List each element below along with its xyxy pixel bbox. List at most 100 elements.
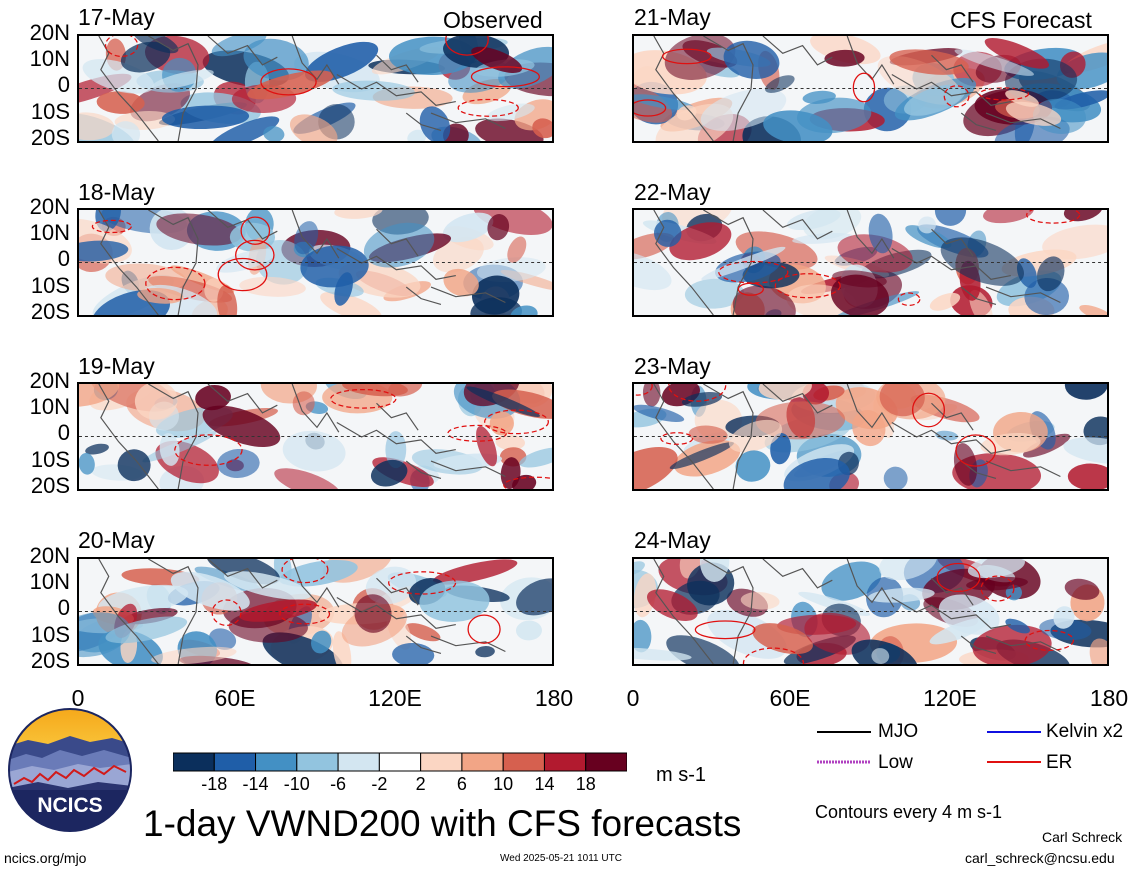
anomaly-patch (289, 114, 338, 141)
anomaly-patch (740, 592, 780, 610)
coastline (430, 112, 506, 129)
coastline (931, 577, 974, 606)
panel-date-forecast-2: 22-May (634, 179, 711, 205)
anomaly-patch (202, 405, 281, 447)
er-contour (936, 562, 981, 593)
anomaly-patch (634, 619, 652, 653)
anomaly-patch (294, 221, 319, 255)
anomaly-patch (282, 430, 346, 472)
lon-label-180-observed: 180 (534, 685, 574, 711)
er-contour (330, 388, 397, 409)
lat-label-row4-4: 20S (30, 648, 70, 673)
anomaly-patch (1036, 256, 1065, 292)
er-contour (634, 99, 667, 117)
panel-date-forecast-3: 23-May (634, 353, 711, 379)
coastline (405, 460, 442, 479)
anomaly-patch (211, 36, 267, 57)
anomaly-patch (1063, 437, 1107, 464)
cfs-forecast-label: CFS Forecast (950, 7, 1092, 33)
coastline (891, 422, 1011, 454)
anomaly-patch (684, 278, 744, 309)
anomaly-patch (804, 612, 871, 655)
coastline (703, 36, 754, 141)
colorbar-tick-label: 10 (493, 774, 514, 794)
lat-label-row2-2: 0 (57, 246, 70, 271)
lat-label-row2-3: 10S (30, 273, 70, 298)
coastline (148, 36, 199, 141)
colorbar-swatch (213, 752, 257, 772)
er-contour (445, 36, 489, 56)
lat-label-row3-0: 20N (29, 368, 70, 393)
anomaly-patch (1024, 277, 1070, 315)
er-contour (281, 559, 329, 584)
lat-label-row4-1: 10N (29, 569, 70, 594)
er-contour (662, 48, 712, 65)
coastline (291, 559, 340, 608)
er-contour (470, 66, 540, 88)
legend-swatches (817, 731, 1041, 764)
lat-label-row4-0: 20N (29, 543, 70, 568)
coastline (336, 248, 456, 280)
anomaly-patch (666, 635, 740, 664)
er-contour (660, 432, 694, 445)
panel-date-observed-3: 19-May (78, 353, 155, 379)
anomaly-patch (466, 386, 540, 417)
er-contour (1024, 629, 1075, 651)
anomaly-patch (370, 459, 408, 487)
anomaly-patch (723, 40, 780, 79)
anomaly-patch (217, 285, 238, 315)
er-contour (634, 384, 653, 396)
anomaly-patch (475, 646, 495, 658)
lat-label-row2-0: 20N (29, 194, 70, 219)
figure-title: 1-day VWND200 with CFS forecasts (143, 803, 742, 844)
anomaly-patch (217, 448, 260, 478)
map-panel-observed-2 (77, 208, 554, 317)
colorbar-tick-label: -10 (283, 774, 310, 794)
anomaly-patch (105, 263, 186, 293)
legend-label-mjo: MJO (878, 721, 919, 742)
source-url: ncics.org/mjo (4, 850, 87, 866)
lat-label-row2-4: 20S (30, 299, 70, 324)
colorbar-tick-label: 14 (534, 774, 555, 794)
anomaly-patch (442, 212, 494, 243)
er-contour (240, 216, 271, 245)
panel-date-forecast-1: 21-May (634, 4, 711, 30)
er-contour (1026, 210, 1081, 224)
er-contour (978, 87, 1030, 101)
coastline (985, 635, 1061, 652)
er-contour (467, 614, 501, 644)
coastline (960, 460, 997, 479)
anomaly-patch (209, 116, 280, 141)
anomaly-patch (500, 457, 521, 489)
anomaly-patch (247, 70, 334, 100)
anomaly-patch (983, 210, 1034, 224)
anomaly-patch (98, 584, 189, 616)
er-contour (980, 575, 1015, 602)
anomaly-patch (170, 571, 250, 611)
anomaly-patch (904, 84, 966, 116)
anomaly-patch (669, 222, 732, 261)
anomaly-patch (664, 36, 736, 80)
er-contour (897, 292, 921, 306)
coastline (985, 286, 1061, 303)
coastline (148, 384, 199, 489)
anomaly-patch (634, 251, 672, 291)
author-email: carl_schreck@ncsu.edu (965, 850, 1115, 866)
coastline (98, 384, 159, 489)
anomaly-patch (1064, 384, 1107, 400)
anomaly-patch (516, 620, 542, 641)
er-contour (911, 392, 946, 428)
map-panel-observed-1 (77, 34, 554, 143)
lat-label-row3-4: 20S (30, 473, 70, 498)
anomaly-patch (929, 292, 961, 311)
map-panel-observed-4 (77, 557, 554, 666)
er-contour (943, 85, 970, 108)
coastline (207, 36, 278, 66)
anomaly-patch (365, 566, 417, 605)
anomaly-patch (274, 468, 341, 489)
coastline (931, 402, 974, 431)
er-contour (742, 647, 805, 664)
anomaly-patch (532, 118, 552, 139)
er-contour (260, 68, 317, 96)
coastline (960, 112, 997, 131)
